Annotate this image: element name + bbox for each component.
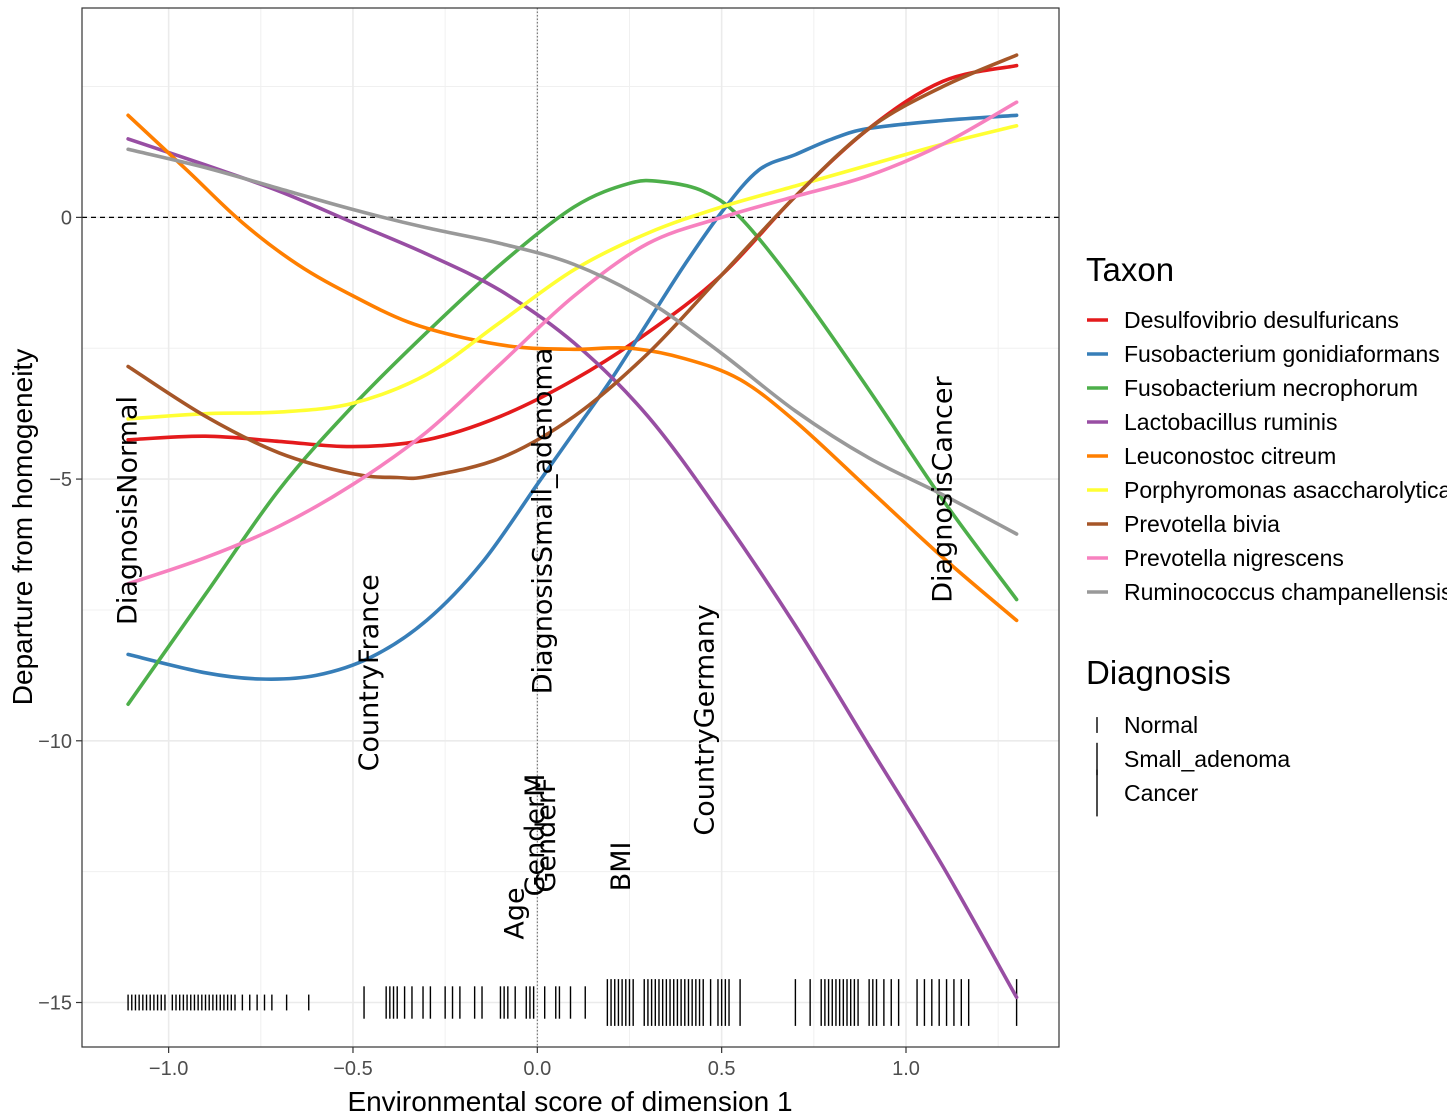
series-line-fusobacterium-necrophorum <box>126 178 1019 706</box>
x-tick-label: −1.0 <box>149 1058 188 1080</box>
legend-label-porphyromonas-asaccharolytica: Porphyromonas asaccharolytica <box>1124 477 1447 503</box>
y-tick-label: −15 <box>38 993 72 1015</box>
series-line-prevotella-nigrescens <box>126 100 1019 586</box>
series-line-porphyromonas-asaccharolytica <box>126 124 1019 421</box>
legend-label-fusobacterium-necrophorum: Fusobacterium necrophorum <box>1124 375 1418 401</box>
series-lines <box>126 53 1019 1000</box>
x-tick-label: 0.5 <box>708 1058 736 1080</box>
legend-diagnosis: Diagnosis Normal Small_adenoma Cancer <box>1086 654 1290 817</box>
series-line-fusobacterium-gonidiaformans <box>126 113 1019 681</box>
annotation-diagnosisnormal: DiagnosisNormal <box>113 396 144 625</box>
legend-label-desulfovibrio-desulfuricans: Desulfovibrio desulfuricans <box>1124 307 1399 333</box>
plot-border <box>81 7 1060 1048</box>
rug-plot <box>127 979 1018 1026</box>
y-tick-label: −5 <box>49 469 72 491</box>
plot-panel <box>82 8 1059 1047</box>
legend-label-leuconostoc-citreum: Leuconostoc citreum <box>1124 443 1336 469</box>
annotation-diagnosiscancer: DiagnosisCancer <box>927 376 958 603</box>
annotation-age: Age <box>500 887 531 939</box>
legend-label-cancer: Cancer <box>1124 780 1198 806</box>
x-tick-label: −0.5 <box>333 1058 372 1080</box>
annotation-countryfrance: CountryFrance <box>354 574 385 771</box>
annotation-countrygermany: CountryGermany <box>690 604 721 835</box>
y-axis-ticks: 0 −5 −10 −15 <box>38 207 82 1015</box>
annotation-diagnosissmall-adenoma: DiagnosisSmall_adenoma <box>527 348 558 695</box>
x-axis-title: Environmental score of dimension 1 <box>347 1086 792 1117</box>
legend-taxon-title: Taxon <box>1086 251 1174 288</box>
legend-diagnosis-title: Diagnosis <box>1086 654 1231 691</box>
legend-label-ruminococcus-champanellensis: Ruminococcus champanellensis <box>1124 579 1447 605</box>
x-axis-ticks: −1.0 −0.5 0.0 0.5 1.0 <box>149 1047 920 1080</box>
legend-label-prevotella-nigrescens: Prevotella nigrescens <box>1124 545 1344 571</box>
legend-label-normal: Normal <box>1124 712 1198 738</box>
x-tick-label: 1.0 <box>892 1058 920 1080</box>
legend-label-fusobacterium-gonidiaformans: Fusobacterium gonidiaformans <box>1124 341 1440 367</box>
y-tick-label: 0 <box>61 207 72 229</box>
series-line-leuconostoc-citreum <box>126 113 1019 623</box>
x-tick-label: 0.0 <box>523 1058 551 1080</box>
legend-label-small-adenoma: Small_adenoma <box>1124 746 1290 772</box>
series-line-ruminococcus-champanellensis <box>126 147 1019 536</box>
legend-taxon: Taxon Desulfovibrio desulfuricans Fusobac… <box>1086 251 1447 605</box>
legend-label-lactobacillus-ruminis: Lactobacillus ruminis <box>1124 409 1337 435</box>
y-axis-title: Departure from homogeneity <box>7 349 38 705</box>
annotations: DiagnosisNormal CountryFrance DiagnosisSma… <box>113 348 959 940</box>
legend-label-prevotella-bivia: Prevotella bivia <box>1124 511 1280 537</box>
annotation-genderm: GenderM <box>520 774 551 897</box>
y-tick-label: −10 <box>38 731 72 753</box>
reference-lines <box>82 8 1059 1047</box>
annotation-bmi: BMI <box>606 842 637 892</box>
series-line-prevotella-bivia <box>126 53 1019 481</box>
annotation-genderf: GenderF <box>531 777 562 892</box>
